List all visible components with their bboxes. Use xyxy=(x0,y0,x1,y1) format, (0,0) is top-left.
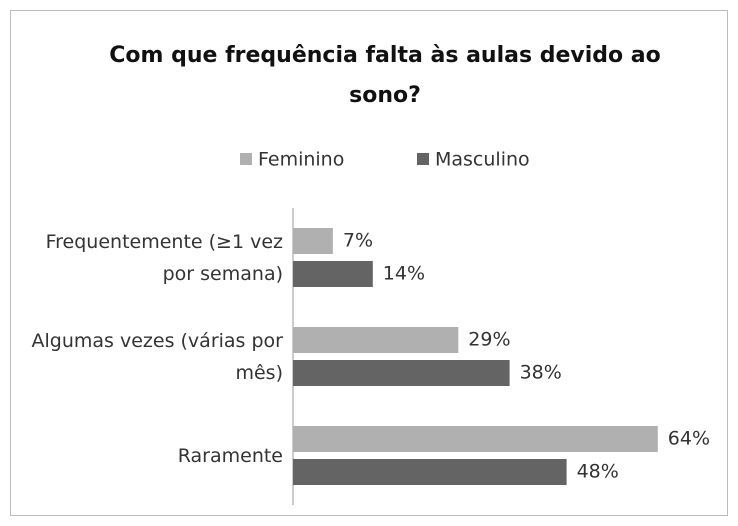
data-label: 29% xyxy=(468,329,510,351)
bar xyxy=(293,426,658,452)
bar xyxy=(293,459,567,485)
bar xyxy=(293,228,333,254)
legend-label: Feminino xyxy=(258,149,344,171)
data-label: 64% xyxy=(668,428,710,450)
bar xyxy=(293,327,459,353)
legend-swatch xyxy=(417,153,429,165)
data-label: 7% xyxy=(343,230,373,252)
chart-title: Com que frequência falta às aulas devido… xyxy=(109,43,661,108)
data-label: 38% xyxy=(520,362,562,384)
data-label: 14% xyxy=(383,263,425,285)
legend-label: Masculino xyxy=(435,149,530,171)
bar xyxy=(293,261,373,287)
y-tick-label: Raramente xyxy=(177,444,283,467)
y-tick-label: Algumas vezes (várias por mês) xyxy=(31,329,283,384)
y-tick-label: Frequentemente (≥1 vez por semana) xyxy=(45,230,283,285)
data-label: 48% xyxy=(577,461,619,483)
legend-swatch xyxy=(240,153,252,165)
bar xyxy=(293,360,510,386)
